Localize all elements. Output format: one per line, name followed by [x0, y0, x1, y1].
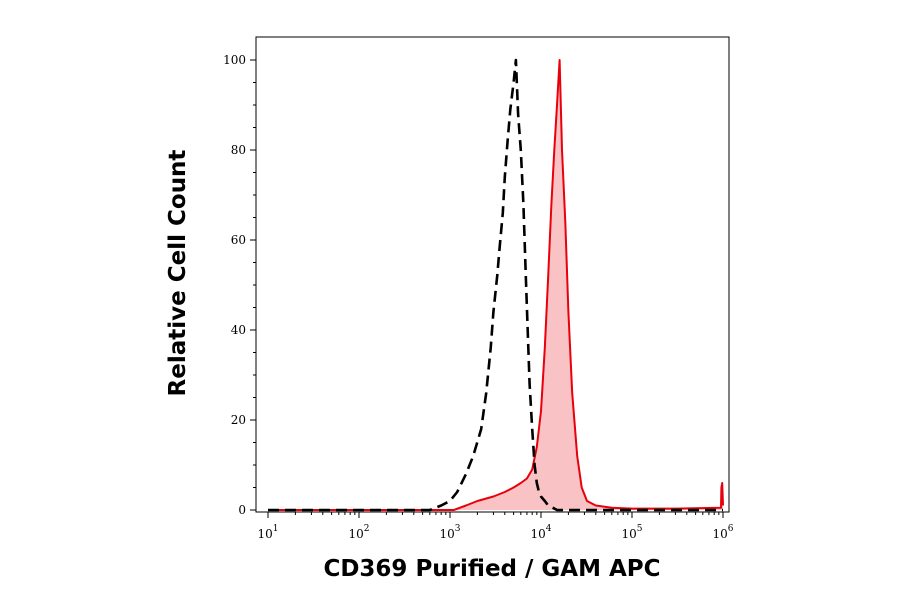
- y-tick-label: 100: [223, 53, 246, 67]
- x-tick-label: 105: [621, 524, 642, 541]
- x-axis-title: CD369 Purified / GAM APC: [323, 556, 660, 582]
- series-layer: [268, 58, 724, 512]
- x-tick-label: 103: [439, 524, 460, 541]
- x-axis: 101 102 103 104 105 106: [257, 512, 734, 541]
- x-tick-label: 106: [712, 524, 733, 541]
- x-tick-label: 101: [257, 524, 278, 541]
- y-tick-label: 20: [231, 413, 246, 427]
- y-axis: 0 20 40 60 80 100: [223, 53, 256, 517]
- plot-frame: [255, 36, 730, 513]
- y-axis-title: Relative Cell Count: [165, 150, 191, 397]
- y-tick-label: 40: [231, 323, 246, 337]
- y-tick-label: 0: [238, 503, 246, 517]
- x-tick-label: 104: [530, 524, 551, 541]
- x-tick-label: 102: [348, 524, 369, 541]
- series-area-fill: [268, 60, 723, 510]
- y-tick-label: 60: [231, 233, 246, 247]
- y-tick-label: 80: [231, 143, 246, 157]
- series-line-dashed: [268, 58, 723, 512]
- series-line-solid: [268, 59, 724, 511]
